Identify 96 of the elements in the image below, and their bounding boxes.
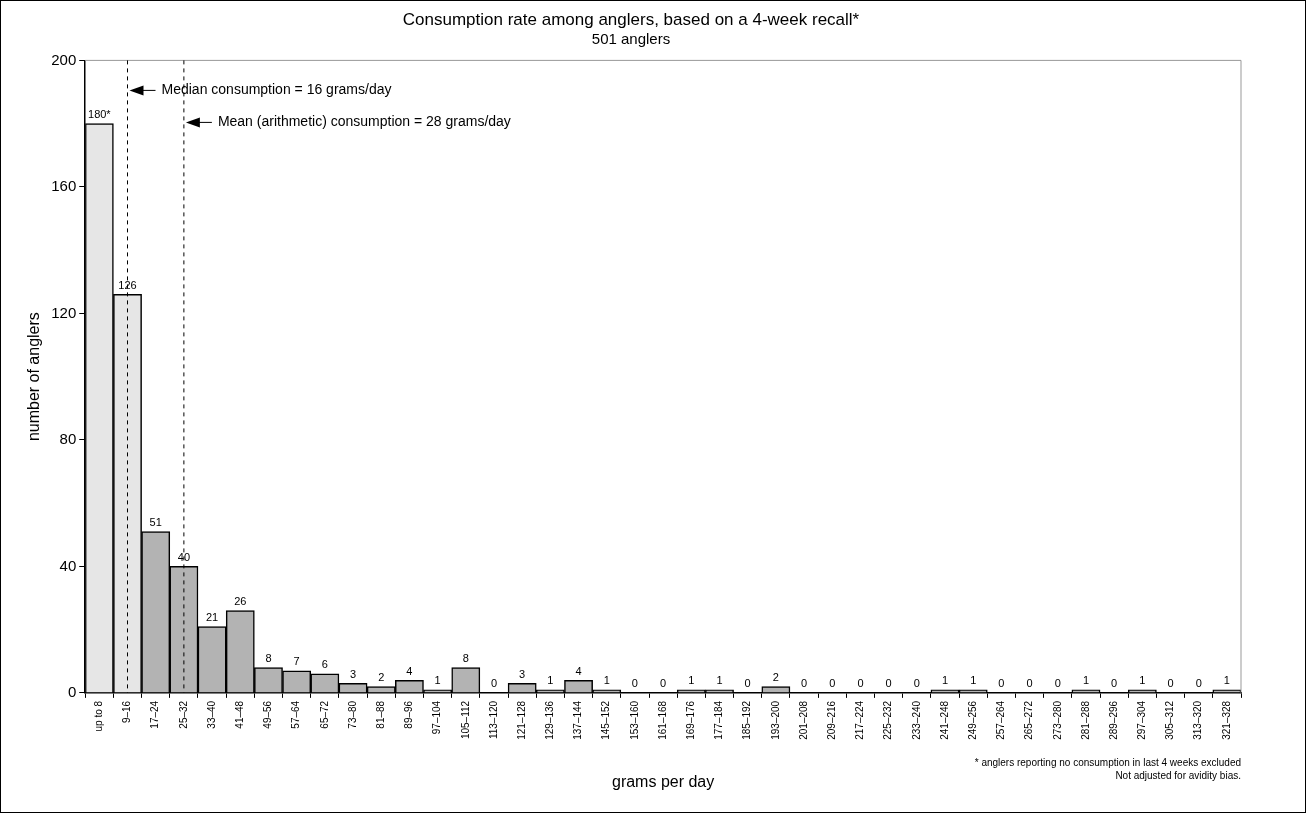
data-label: 26 — [234, 595, 247, 608]
data-label: 1 — [1082, 674, 1090, 687]
data-label: 0 — [1026, 677, 1033, 690]
data-label: 2 — [378, 671, 385, 684]
data-label: 3 — [519, 667, 526, 680]
x-tick-label: 209–216 — [826, 700, 837, 740]
x-tick-label: 241–248 — [938, 700, 950, 740]
data-label: 21 — [205, 610, 219, 623]
data-label: 126 — [118, 278, 137, 291]
data-label: 1 — [688, 674, 695, 687]
data-label: 0 — [829, 677, 836, 690]
ref-line-label: Mean (arithmetic) consumption = 28 grams/day — [217, 113, 511, 130]
y-tick-label: 0 — [67, 683, 77, 701]
x-tick-label: 289–296 — [1107, 700, 1119, 740]
x-tick-label: 97–104 — [431, 700, 443, 735]
data-label: 4 — [406, 664, 413, 677]
x-tick-label: up to 8 — [93, 700, 105, 732]
data-label: 0 — [913, 677, 920, 690]
data-label: 3 — [349, 667, 357, 680]
x-tick-label: 41–48 — [234, 700, 246, 729]
x-tick-label: 281–288 — [1079, 700, 1091, 740]
data-label: 0 — [660, 677, 667, 690]
data-label: 0 — [1167, 677, 1174, 690]
data-label: 40 — [177, 550, 191, 563]
data-label: 0 — [490, 677, 498, 690]
y-tick-label: 80 — [59, 430, 77, 448]
x-tick-label: 233–240 — [910, 700, 922, 740]
x-tick-label: 257–264 — [995, 700, 1007, 740]
data-label: 1 — [434, 674, 441, 687]
data-label: 0 — [1111, 677, 1118, 690]
data-label: 0 — [801, 677, 808, 690]
x-tick-label: 185–192 — [741, 700, 753, 740]
x-tick-label: 313–320 — [1192, 700, 1204, 740]
x-tick-label: 57–64 — [290, 700, 302, 729]
data-label: 8 — [265, 652, 272, 665]
ref-line-label: Median consumption = 16 grams/day — [161, 81, 392, 98]
data-label: 7 — [293, 655, 300, 668]
text: Not adjusted for avidity bias. — [1115, 769, 1241, 781]
x-tick-label: 217–224 — [854, 700, 866, 740]
x-axis-title: grams per day — [611, 772, 715, 790]
data-label: 0 — [1195, 677, 1202, 690]
x-tick-label: 177–184 — [713, 700, 725, 740]
x-tick-label: 33–40 — [205, 700, 217, 729]
y-tick-label: 120 — [51, 303, 77, 321]
y-tick-label: 200 — [51, 50, 77, 68]
text: * anglers reporting no consumption in last 4 weeks excluded — [974, 756, 1241, 768]
data-label: 2 — [772, 671, 779, 684]
x-tick-label: 113–120 — [487, 700, 499, 740]
data-label: 0 — [744, 677, 751, 690]
x-tick-label: 25–32 — [177, 700, 189, 729]
x-tick-label: 225–232 — [882, 700, 894, 740]
y-tick-label: 160 — [51, 177, 77, 195]
y-axis-title: number of anglers — [25, 312, 43, 442]
x-tick-label: 145–152 — [600, 700, 612, 740]
x-tick-label: 129–136 — [544, 700, 556, 740]
x-tick-label: 193–200 — [769, 700, 781, 740]
x-tick-label: 65–72 — [318, 700, 330, 729]
chart-subtitle: 501 anglers — [591, 29, 671, 47]
data-label: 4 — [575, 664, 582, 677]
data-label: 1 — [1223, 674, 1230, 687]
x-tick-label: 265–272 — [1023, 700, 1035, 740]
data-label: 1 — [716, 674, 723, 687]
data-label: 0 — [998, 677, 1005, 690]
x-tick-label: 297–304 — [1136, 700, 1148, 740]
x-tick-label: 169–176 — [685, 700, 697, 740]
x-tick-label: 249–256 — [966, 700, 978, 740]
chart-title: Consumption rate among anglers, based on a 4-week recall* — [402, 9, 860, 29]
x-tick-label: 49–56 — [262, 700, 274, 729]
data-label: 1 — [1139, 674, 1146, 687]
x-tick-label: 121–128 — [515, 700, 527, 740]
data-label: 0 — [1054, 677, 1061, 690]
x-tick-label: 273–280 — [1051, 700, 1063, 740]
x-tick-label: 105–112 — [459, 700, 471, 740]
x-tick-label: 89–96 — [403, 700, 415, 729]
x-tick-label: 9–16 — [121, 700, 133, 724]
data-label: 8 — [462, 652, 469, 665]
x-tick-label: 201–208 — [797, 700, 809, 740]
data-label: 0 — [631, 677, 638, 690]
x-tick-label: 161–168 — [656, 700, 668, 740]
x-tick-label: 137–144 — [572, 700, 584, 740]
data-label: 1 — [941, 674, 949, 687]
x-tick-label: 321–328 — [1220, 700, 1232, 740]
x-tick-label: 81–88 — [374, 700, 386, 729]
x-tick-label: 153–160 — [628, 700, 640, 740]
data-label: 0 — [857, 677, 864, 690]
x-tick-label: 17–24 — [149, 700, 161, 729]
data-label: 1 — [603, 674, 610, 687]
data-label: 1 — [547, 674, 554, 687]
data-label: 6 — [321, 658, 328, 671]
x-tick-label: 73–80 — [346, 700, 358, 729]
data-label: 51 — [149, 516, 162, 529]
y-tick-label: 40 — [59, 556, 77, 574]
x-tick-label: 305–312 — [1164, 700, 1176, 740]
data-label: 0 — [885, 677, 892, 690]
data-label: 1 — [970, 674, 977, 687]
data-label: 180* — [88, 108, 112, 121]
